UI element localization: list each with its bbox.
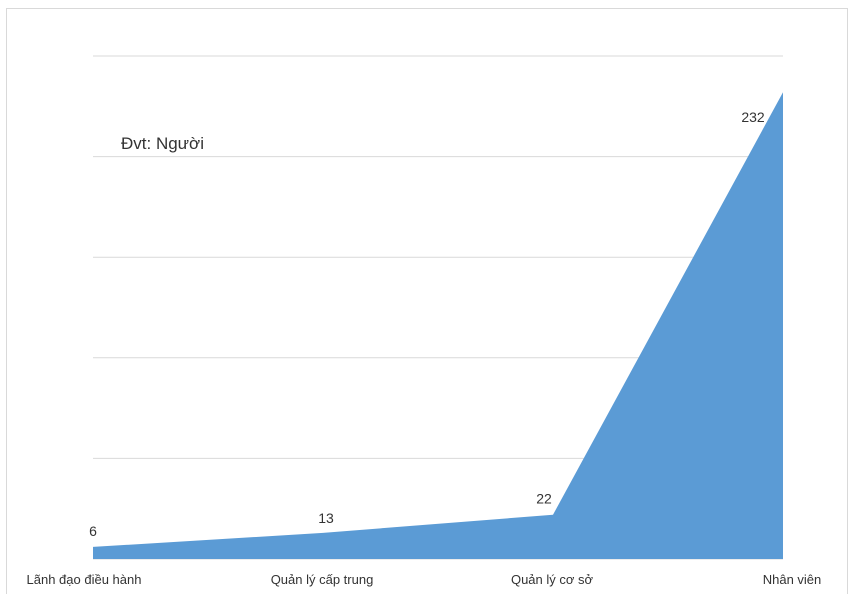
category-label: Lãnh đạo điều hành [27,572,142,587]
unit-label: Đvt: Người [121,134,204,153]
data-label: 6 [89,523,97,539]
category-layer: Lãnh đạo điều hành Quản lý cấp trung Quản … [27,572,822,587]
label-layer: 6 13 22 232 [89,109,765,539]
data-label: 13 [318,510,334,526]
data-label: 232 [741,109,765,125]
category-label: Quản lý cấp trung [271,572,374,587]
category-label: Nhân viên [763,572,822,587]
area-series [93,92,783,559]
area-layer [93,92,783,559]
chart-border [6,8,848,594]
category-label: Quản lý cơ sở [511,572,594,587]
data-label: 22 [536,491,552,507]
